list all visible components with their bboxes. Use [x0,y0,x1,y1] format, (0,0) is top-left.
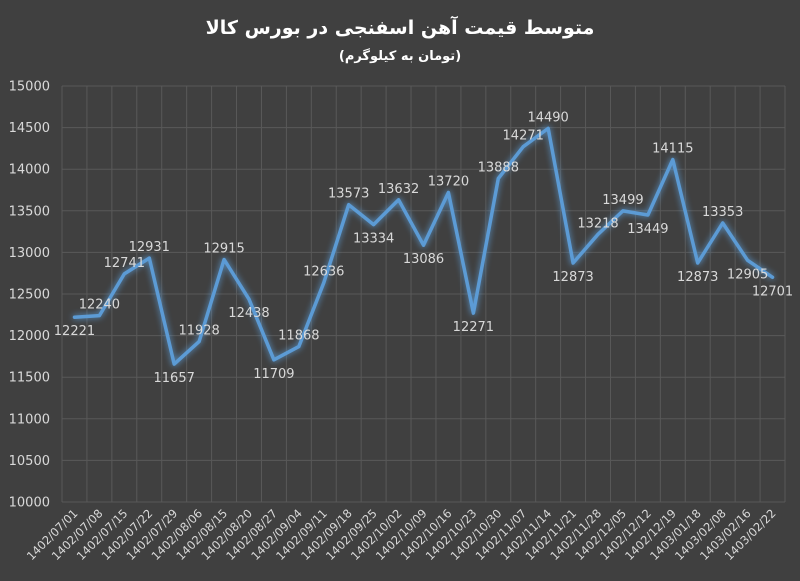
data-label: 13632 [378,182,419,197]
data-label: 12741 [104,256,145,271]
data-point [596,232,600,236]
data-point [746,258,750,262]
y-tick-label: 10500 [9,454,50,469]
data-point [97,314,101,318]
y-axis-ticks: 10000 10500 11000 11500 12000 12500 13000 13500… [9,80,50,511]
data-point [446,190,450,194]
data-point [546,126,550,130]
data-point [222,257,226,261]
y-tick-label: 11500 [9,371,50,386]
data-point [696,261,700,265]
data-label: 13334 [353,232,394,247]
data-point [347,203,351,207]
data-label: 13218 [577,216,618,231]
x-axis-ticks: 1402/07/011402/07/081402/07/151402/07/22… [24,506,779,563]
data-label: 12931 [129,240,170,255]
data-label: 14115 [652,142,693,157]
data-label: 11709 [253,367,294,382]
data-label: 12271 [453,320,494,335]
data-label: 13086 [403,252,444,267]
data-label: 13573 [328,187,369,202]
chart-subtitle: (تومان به کیلوگرم) [339,48,461,64]
data-point [197,340,201,344]
data-label: 12240 [79,298,120,313]
series-line-layer [72,126,775,366]
data-label: 13353 [702,205,743,220]
y-tick-label: 10000 [9,496,50,511]
data-point [172,362,176,366]
data-label: 13499 [602,193,643,208]
data-point [496,177,500,181]
data-label: 11928 [178,324,219,339]
data-label: 14271 [503,129,544,144]
data-label: 13720 [428,174,469,189]
chart-title: متوسط قیمت آهن اسفنجی در بورس کالا [206,15,595,39]
y-tick-label: 15000 [9,80,50,95]
y-tick-label: 13000 [9,246,50,261]
y-tick-label: 12000 [9,329,50,344]
gridlines [61,85,786,503]
data-label: 11657 [154,371,195,386]
data-point [372,223,376,227]
data-label: 12221 [54,324,95,339]
data-label: 13888 [478,161,519,176]
data-point [72,315,76,319]
data-label: 12905 [727,267,768,282]
data-point [122,272,126,276]
data-point [422,243,425,247]
data-point [471,311,475,315]
data-label: 14490 [527,110,568,125]
data-point [297,345,301,349]
data-label: 12438 [228,306,269,321]
data-point [397,198,401,202]
data-label: 12636 [303,265,344,280]
data-point [771,275,775,279]
data-label: 12873 [552,270,593,285]
data-point [646,213,650,217]
data-point [247,297,251,301]
data-label: 12701 [752,284,793,299]
data-point [272,358,276,362]
data-label: 13449 [627,222,668,237]
y-tick-label: 14500 [9,121,50,136]
y-tick-label: 14000 [9,163,50,178]
data-label: 12873 [677,270,718,285]
data-point [571,261,575,265]
y-tick-label: 13500 [9,204,50,219]
data-point [147,256,151,260]
y-tick-label: 12500 [9,288,50,303]
data-point [671,158,675,162]
data-point [521,145,525,149]
data-label: 12915 [203,241,244,256]
data-label: 11868 [278,329,319,344]
data-point [721,221,725,225]
data-point [621,209,625,213]
data-point [322,281,326,285]
y-tick-label: 11000 [9,412,50,427]
